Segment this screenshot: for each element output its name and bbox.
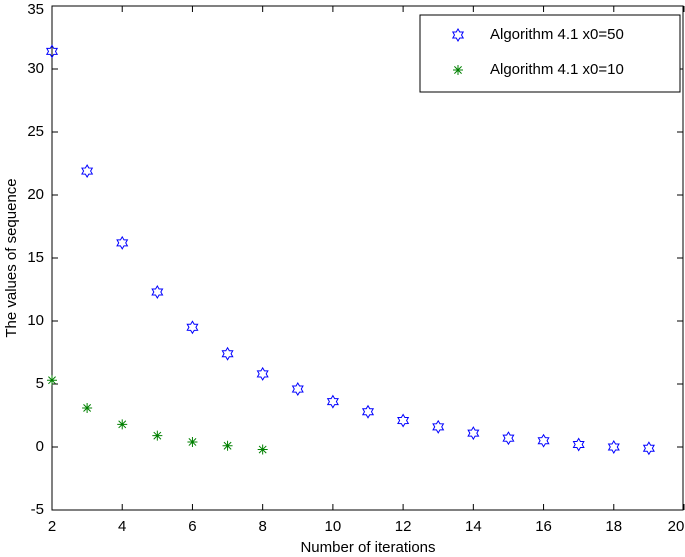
x-tick-label: 20 [668, 518, 685, 535]
point [256, 366, 269, 381]
point [502, 431, 515, 446]
y-tick-label: 15 [27, 249, 44, 266]
point [537, 433, 550, 448]
x-tick-label: 4 [118, 518, 126, 535]
point [257, 444, 268, 455]
point [151, 285, 164, 300]
point [187, 436, 198, 447]
legend-marker [453, 65, 463, 75]
y-tick-label: 25 [27, 123, 44, 140]
point [82, 402, 93, 413]
y-tick-label: 0 [36, 438, 44, 455]
x-tick-label: 8 [258, 518, 266, 535]
point [467, 426, 480, 441]
x-tick-label: 2 [48, 518, 56, 535]
x-tick-label: 18 [605, 518, 622, 535]
point [432, 419, 445, 434]
point [572, 437, 585, 452]
legend-label: Algorithm 4.1 x0=10 [490, 61, 624, 78]
y-tick-label: 35 [27, 1, 44, 18]
x-axis-label: Number of iterations [300, 539, 435, 556]
y-tick-label: 10 [27, 312, 44, 329]
legend-label: Algorithm 4.1 x0=50 [490, 26, 624, 43]
point [642, 441, 655, 456]
y-axis-label: The values of sequence [3, 178, 20, 337]
point [152, 430, 163, 441]
x-tick-label: 16 [535, 518, 552, 535]
point [116, 235, 129, 250]
point [117, 419, 128, 430]
point [361, 404, 375, 419]
y-tick-label: 30 [27, 60, 44, 77]
x-tick-label: 10 [325, 518, 342, 535]
point [45, 44, 59, 59]
y-tick-label: 5 [36, 375, 44, 392]
point [607, 440, 620, 454]
point [326, 394, 339, 409]
x-tick-label: 12 [395, 518, 412, 535]
legend-marker [451, 28, 465, 42]
y-tick-label: -5 [31, 501, 44, 518]
point [221, 346, 234, 361]
point [397, 413, 410, 428]
y-tick-label: 20 [27, 186, 44, 203]
x-tick-label: 6 [188, 518, 196, 535]
point [291, 382, 304, 397]
x-tick-label: 14 [465, 518, 482, 535]
point [47, 375, 57, 386]
legend-box [419, 14, 681, 93]
point [186, 320, 199, 335]
point [81, 164, 94, 179]
point [222, 440, 233, 451]
